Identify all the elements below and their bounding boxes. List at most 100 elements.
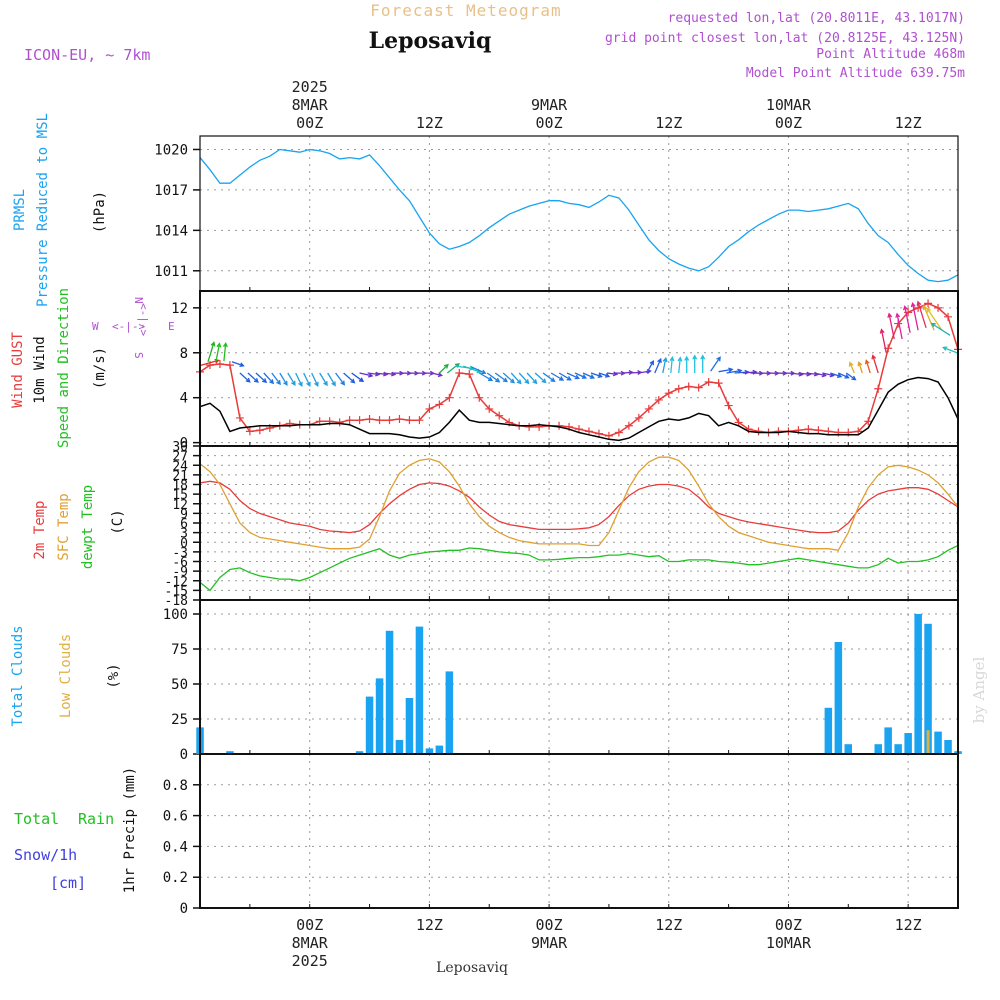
time-label: 12Z [895,916,922,934]
clouds-panel: 0 25 50 75 100 [163,599,962,763]
gust-point [804,425,813,434]
rain-label: Rain [78,810,114,828]
time-label: 9MAR [531,96,568,114]
gust-point [704,377,713,386]
gust-point [495,411,504,420]
wind-arrow [895,312,903,340]
wind-arrow [700,354,706,373]
bar [445,671,454,754]
precip-frame [199,753,959,909]
watermark: by Angel [970,656,988,723]
pressure-ytick-labels: 1011 1014 1017 1020 [154,142,200,280]
meteogram-title: Forecast Meteogram [370,1,561,20]
wind-arrow [215,342,222,362]
ytick-label: 75 [171,642,188,658]
gust-point [255,426,264,435]
svg-text:<-|->: <-|-> [112,320,145,333]
gust-label: Wind GUST [10,332,26,408]
wind-arrow [494,372,508,383]
gust-point [375,416,384,425]
wind-arrow [848,361,855,374]
ytick-label: -18 [165,594,188,609]
wind-arrow [922,304,935,331]
gust-point [634,413,643,422]
ytick-label: 0.4 [163,839,188,855]
wind-arrow [222,341,228,362]
wind-arrow [910,301,919,331]
speed-direction-label: Speed and Direction [56,288,72,448]
ytick-label: 3 [180,527,188,542]
ytick-label: 18 [172,479,188,494]
prmsl-label: PRMSL [12,189,28,231]
wind-arrow [916,300,927,328]
gust-point [225,361,234,370]
time-label: 00Z [296,916,323,934]
wind-arrow [303,372,311,388]
ytick-label: 1020 [154,142,188,158]
clouds-frame [199,599,959,755]
location-title: Leposaviq [369,28,492,54]
wind-arrow [830,372,843,378]
total-clouds-bars [196,614,962,754]
gust-point [684,382,693,391]
wind-arrow [926,307,943,331]
bar [944,740,952,754]
clouds-grid [200,600,958,755]
footer-location: Leposaviq [436,960,508,976]
wind10m-label: 10m Wind [32,336,48,403]
bar [894,744,902,754]
time-label: 00Z [536,916,563,934]
bar [226,751,234,754]
ytick-label: 21 [172,469,188,484]
wind-arrow [845,372,857,381]
pressure-msl-label: Pressure Reduced to MSL [35,113,51,307]
model-label: ICON-EU, ~ 7km [24,46,150,64]
pressure-grid [200,136,958,291]
gust-point [714,379,723,388]
gust-point [525,422,534,431]
wind-arrow [271,372,281,386]
pressure-line [199,148,959,283]
time-label: 00Z [536,114,563,132]
gust-point [864,417,873,426]
wind-grid [200,291,958,446]
wind-arrow [431,372,444,378]
gust-point [874,384,883,393]
precip-unit-label: 1hr Precip (mm) [122,767,138,893]
wind-arrow [486,372,501,383]
gust-point [614,428,623,437]
gust-point [455,368,464,377]
wind-arrow [231,361,245,368]
wind-arrow [887,312,895,340]
10m-wind-line [199,376,959,442]
wind-arrow [654,357,662,374]
svg-text:E: E [168,320,175,333]
gust-markers [196,299,962,440]
time-label: 00Z [296,114,323,132]
pressure-labels: PRMSL Pressure Reduced to MSL (hPa) [12,113,108,307]
wind-arrow [239,372,251,383]
gust-point [425,404,434,413]
compass-icon: W E <-|-> N <-|-> S [92,297,175,359]
ms-label: (m/s) [92,347,108,389]
wind-arrow [446,362,460,374]
precip-panel: 0 0.2 0.4 0.6 0.8 [163,753,959,917]
ytick-label: 0 [180,436,188,452]
celsius-label: (C) [110,509,126,534]
svg-text:<-|->: <-|-> [137,303,150,336]
gust-point [415,416,424,425]
hpa-label: (hPa) [92,191,108,233]
wind-arrow [838,372,850,379]
ytick-label: 0.8 [163,778,188,794]
percent-label: (%) [106,663,122,688]
wind-arrow [879,328,887,353]
ytick-label: -3 [172,546,188,561]
wind-arrow [287,372,296,386]
temperature-labels: 2m Temp SFC Temp dewpt Temp (C) [32,485,126,569]
gust-point [664,389,673,398]
wind-ytick-labels: 0 4 8 12 [171,301,200,452]
wind-arrow [864,359,871,374]
panels: 101110141017102004812-18-15-12-9-6-30369… [154,135,962,917]
